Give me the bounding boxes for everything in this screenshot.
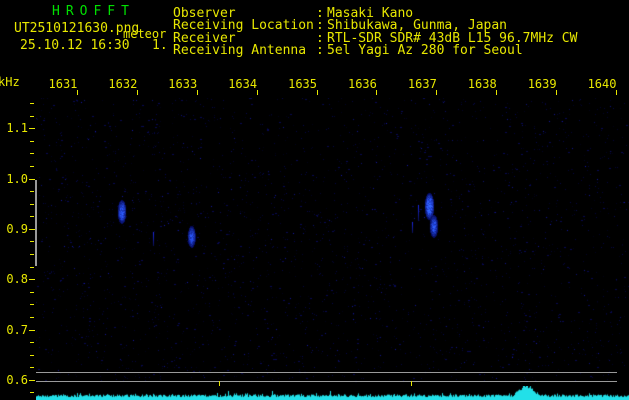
x-axis-tick xyxy=(317,90,318,95)
spectrogram-plot[interactable] xyxy=(36,98,629,400)
x-axis-tick-label: 1637 xyxy=(407,77,437,91)
y-axis-minor-tick xyxy=(30,128,34,129)
y-axis-minor-tick xyxy=(30,179,34,180)
y-axis-labels: 1.1 1.0 0.9 0.8 0.7 0.6 xyxy=(0,0,28,400)
x-axis-tick xyxy=(197,90,198,95)
x-axis-labels: 1631 1632 1633 1634 1635 1636 1637 1638 1639 1640 xyxy=(0,78,629,92)
event-count-label: 1. xyxy=(152,38,168,53)
metadata-block: Observer: Masaki Kano Receiving Location: S… xyxy=(173,6,578,58)
y-axis-minor-tick xyxy=(30,254,34,255)
y-axis-minor-tick xyxy=(30,267,34,268)
y-axis-tick-label: 0.6 xyxy=(6,372,28,387)
metadata-row: Receiving Location: Shibukawa, Gunma, Jap… xyxy=(173,18,577,34)
metadata-colon: : xyxy=(316,42,324,58)
x-axis-tick-label: 1640 xyxy=(587,77,617,91)
x-axis-tick xyxy=(436,90,437,95)
metadata-row: Receiving Antenna:5el Yagi Az 280 for Se… xyxy=(173,42,577,58)
x-axis-tick xyxy=(376,90,377,95)
metadata-row: Receiver: RTL-SDR SDR# 43dB L15 96.7MHz C… xyxy=(173,30,578,46)
y-axis-unit-label: kHz xyxy=(0,75,20,89)
metadata-colon: : xyxy=(316,6,324,21)
y-axis-tick-label: 1.1 xyxy=(6,121,28,136)
metadata-value: Masaki Kano xyxy=(327,6,414,21)
y-axis-minor-tick xyxy=(30,166,34,167)
meteor-overlay-label: meteor xyxy=(123,27,167,41)
spectrogram-canvas[interactable] xyxy=(36,98,629,400)
metadata-key: Receiving Location xyxy=(173,18,314,34)
x-axis-tick xyxy=(556,90,557,95)
metadata-row: Observer: Masaki Kano xyxy=(173,6,577,21)
x-axis-tick-label: 1634 xyxy=(228,77,258,91)
app-title: HROFFT xyxy=(52,4,135,19)
y-axis-minor-tick xyxy=(30,392,34,393)
y-axis-minor-tick xyxy=(30,116,34,117)
y-axis-minor-tick xyxy=(30,191,34,192)
metadata-key: Observer xyxy=(173,6,236,21)
y-axis-tick-label: 1.0 xyxy=(6,171,28,186)
y-axis-minor-tick xyxy=(30,330,34,331)
bottom-gridline xyxy=(36,381,617,382)
x-axis-tick-label: 1633 xyxy=(168,77,198,91)
x-axis-tick xyxy=(137,90,138,95)
y-axis-minor-tick xyxy=(30,292,34,293)
metadata-colon: : xyxy=(316,18,324,34)
y-axis-minor-tick xyxy=(30,304,34,305)
x-axis-tick-label: 1631 xyxy=(48,77,78,91)
y-axis-minor-tick xyxy=(30,355,34,356)
y-axis-minor-tick xyxy=(30,216,34,217)
y-axis-tick-label: 0.8 xyxy=(6,272,28,287)
y-axis-line xyxy=(35,180,37,266)
y-axis-minor-tick xyxy=(30,141,34,142)
bottom-spectrum-strip xyxy=(36,386,629,400)
y-axis-minor-tick xyxy=(30,241,34,242)
capture-datetime-label: 25.10.12 16:30 xyxy=(20,38,130,53)
x-axis-tick-label: 1632 xyxy=(108,77,138,91)
metadata-key: Receiver xyxy=(173,30,236,46)
y-axis-minor-tick xyxy=(30,153,34,154)
y-axis-minor-tick xyxy=(30,317,34,318)
x-axis-tick xyxy=(496,90,497,95)
bottom-gridline xyxy=(36,372,617,373)
y-axis-tick-label: 0.9 xyxy=(6,221,28,236)
x-axis-tick-label: 1636 xyxy=(347,77,377,91)
x-axis-tick xyxy=(257,90,258,95)
filename-label: UT2510121630.png xyxy=(14,21,140,36)
y-axis-minor-tick xyxy=(30,204,34,205)
metadata-key: Receiving Antenna xyxy=(173,42,307,58)
y-axis-minor-tick xyxy=(30,229,34,230)
metadata-value: 5el Yagi Az 280 for Seoul xyxy=(327,42,523,58)
x-axis-tick-label: 1639 xyxy=(527,77,557,91)
y-axis-minor-tick xyxy=(30,103,34,104)
metadata-colon: : xyxy=(316,30,324,46)
x-axis-tick-label: 1638 xyxy=(467,77,497,91)
y-axis-tick-label: 0.7 xyxy=(6,322,28,337)
y-axis-minor-tick xyxy=(30,279,34,280)
metadata-value: RTL-SDR SDR# 43dB L15 96.7MHz CW xyxy=(327,30,578,46)
y-axis-minor-tick xyxy=(30,342,34,343)
x-axis-tick xyxy=(616,90,617,95)
y-axis-minor-tick xyxy=(30,380,34,381)
metadata-value: Shibukawa, Gunma, Japan xyxy=(327,18,508,34)
x-axis-tick xyxy=(77,90,78,95)
x-axis-tick-label: 1635 xyxy=(288,77,317,91)
y-axis-minor-tick xyxy=(30,367,34,368)
